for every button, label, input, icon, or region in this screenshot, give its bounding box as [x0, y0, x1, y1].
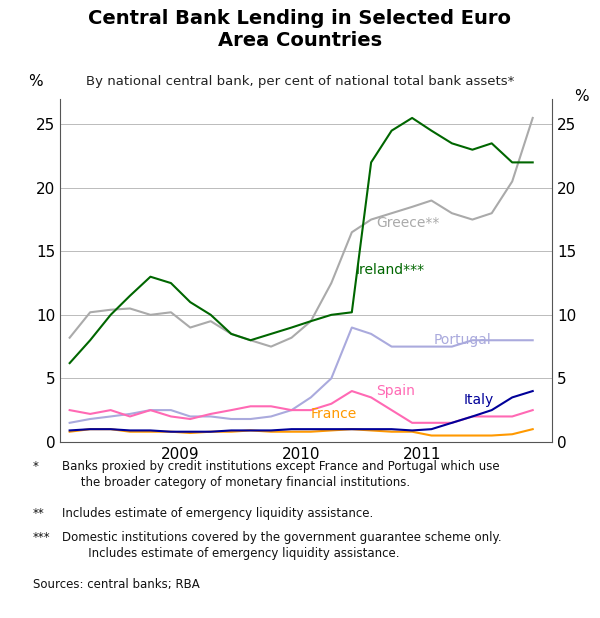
- Y-axis label: %: %: [574, 88, 589, 104]
- Text: Central Bank Lending in Selected Euro
Area Countries: Central Bank Lending in Selected Euro Ar…: [89, 9, 511, 50]
- Text: Ireland***: Ireland***: [355, 263, 425, 277]
- Text: Includes estimate of emergency liquidity assistance.: Includes estimate of emergency liquidity…: [62, 507, 373, 520]
- Text: By national central bank, per cent of national total bank assets*: By national central bank, per cent of na…: [86, 75, 514, 88]
- Text: Greece**: Greece**: [376, 216, 439, 231]
- Text: *: *: [33, 460, 39, 473]
- Text: **: **: [33, 507, 45, 520]
- Text: France: France: [311, 407, 357, 421]
- Text: Spain: Spain: [376, 384, 415, 398]
- Y-axis label: %: %: [28, 74, 43, 88]
- Text: Domestic institutions covered by the government guarantee scheme only.
       In: Domestic institutions covered by the gov…: [62, 531, 502, 560]
- Text: Italy: Italy: [464, 393, 494, 407]
- Text: Sources: central banks; RBA: Sources: central banks; RBA: [33, 578, 200, 591]
- Text: ***: ***: [33, 531, 50, 544]
- Text: Banks proxied by credit institutions except France and Portugal which use
     t: Banks proxied by credit institutions exc…: [62, 460, 499, 489]
- Text: Portugal: Portugal: [434, 333, 491, 347]
